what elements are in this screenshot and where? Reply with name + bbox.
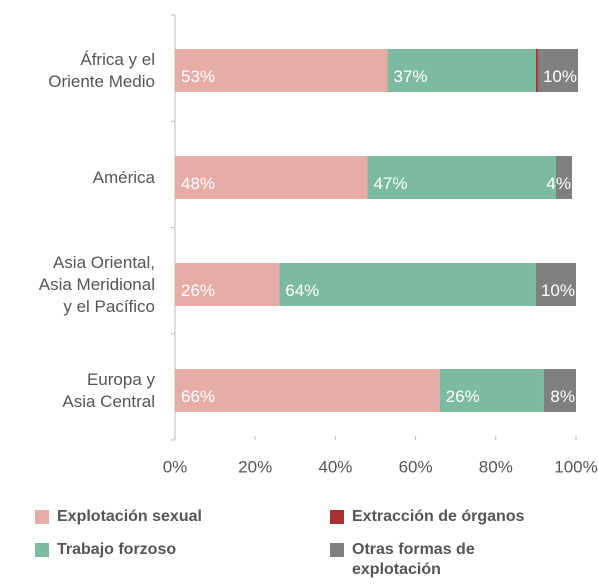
data-label: 66%	[181, 387, 215, 406]
bar-segment	[175, 263, 280, 306]
bar-segment	[367, 156, 556, 199]
data-label: 47%	[373, 174, 407, 193]
data-label: 4%	[546, 174, 571, 193]
legend-label: Extracción de órganos	[352, 508, 525, 525]
bar-segment	[537, 49, 579, 92]
data-label: 8%	[550, 387, 575, 406]
data-label: 64%	[285, 281, 319, 300]
data-label: 26%	[446, 387, 480, 406]
legend-swatch	[35, 510, 49, 524]
bar-segment	[175, 369, 440, 412]
x-tick-label: 60%	[399, 457, 433, 476]
bar-segment	[535, 49, 538, 92]
bar-segment	[175, 156, 368, 199]
legend-label: Explotación sexual	[57, 508, 202, 525]
bar-segment	[279, 263, 536, 306]
legend-label: Trabajo forzoso	[57, 541, 177, 558]
bar-segment	[387, 49, 536, 92]
data-label: 37%	[394, 67, 428, 86]
bar-segment	[543, 369, 576, 412]
x-tick-label: 100%	[554, 457, 597, 476]
legend-swatch	[35, 543, 49, 557]
category-label: Europa y Asia Central	[62, 369, 155, 411]
legend-swatch	[330, 510, 344, 524]
x-tick-label: 20%	[238, 457, 272, 476]
category-label: Asia Oriental, Asia Meridional y el Pací…	[38, 252, 155, 316]
x-tick-label: 0%	[163, 457, 188, 476]
x-tick-label: 80%	[479, 457, 513, 476]
legend-swatch	[330, 543, 344, 557]
data-label: 26%	[181, 281, 215, 300]
bar-segment	[175, 49, 388, 92]
data-label: 10%	[543, 67, 577, 86]
bar-segment	[535, 263, 576, 306]
data-label: 53%	[181, 67, 215, 86]
category-label: África y el Oriente Medio	[48, 49, 155, 91]
data-label: 10%	[541, 281, 575, 300]
category-label: América	[92, 167, 155, 187]
x-tick-label: 40%	[318, 457, 352, 476]
data-label: 48%	[181, 174, 215, 193]
bar-segment	[439, 369, 544, 412]
legend-label: Otras formas de explotación	[352, 541, 475, 578]
bar-segment	[555, 156, 572, 199]
